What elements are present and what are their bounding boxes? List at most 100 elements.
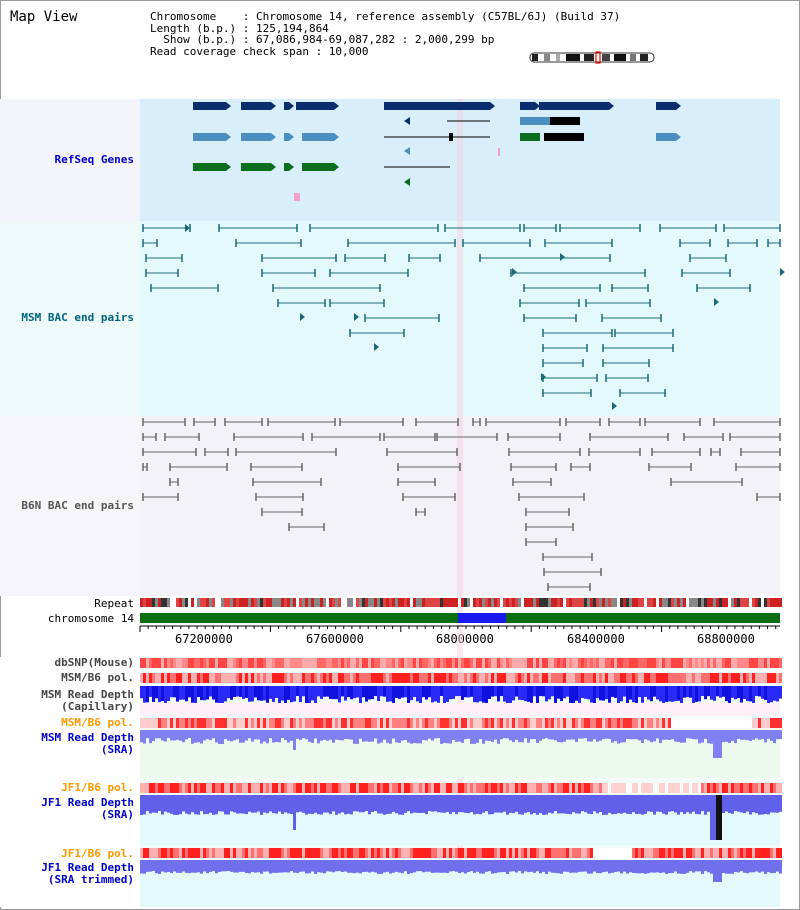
- dbsnp-cell: [527, 658, 530, 668]
- jf1-pol-cell: [440, 783, 443, 793]
- dbsnp-cell: [455, 658, 458, 668]
- jf1-trim-bar: [569, 860, 572, 873]
- dbsnp-cell: [290, 658, 293, 668]
- msm-pol2-cell: [620, 718, 623, 728]
- msm-pol-cell: [698, 673, 701, 683]
- msm-pol-cell: [719, 673, 722, 683]
- dbsnp-cell: [689, 658, 692, 668]
- jf1-pol2-cell: [647, 848, 650, 858]
- dbsnp-cell: [494, 658, 497, 668]
- jf1-trim-bar: [761, 860, 764, 872]
- jf1-pol-cell: [446, 783, 449, 793]
- msm-sra-bar: [359, 730, 362, 739]
- msm-pol-cell: [692, 673, 695, 683]
- repeat-block: [449, 598, 452, 607]
- repeat-block: [482, 598, 485, 607]
- msm-sra-bar: [302, 730, 305, 739]
- jf1-trim-bar: [560, 860, 563, 874]
- jf1-sra-bar: [617, 795, 620, 814]
- jf1-trim-bar: [386, 860, 389, 872]
- jf1-sra-bar: [398, 795, 401, 815]
- msm-pol2-cell: [767, 718, 770, 728]
- jf1-sra-bar: [713, 795, 716, 840]
- jf1-trim-bar: [773, 860, 776, 874]
- jf1-pol-cell: [422, 783, 425, 793]
- repeat-block: [689, 598, 692, 607]
- msm-pol2-cell: [317, 718, 320, 728]
- gene-arrow: [404, 147, 410, 155]
- repeat-block: [641, 598, 644, 607]
- msm-depth-bar: [548, 686, 551, 700]
- repeat-block: [260, 598, 263, 607]
- jf1-pol-cell: [734, 783, 737, 793]
- msm-pol-cell: [305, 673, 308, 683]
- repeat-block: [377, 598, 380, 607]
- repeat-block: [140, 598, 143, 607]
- msm-sra-bar: [308, 730, 311, 742]
- msm-pol-cell: [521, 673, 524, 683]
- jf1-sra-bar: [251, 795, 254, 813]
- repeat-block: [731, 598, 734, 607]
- msm-pol2-cell: [584, 718, 587, 728]
- msm-sra-bar: [248, 730, 251, 739]
- msm-pol2-cell: [677, 718, 680, 728]
- jf1-sra-bar: [743, 795, 746, 814]
- msm-depth-bar: [182, 686, 185, 700]
- jf1-pol2-cell: [446, 848, 449, 858]
- jf1-pol2-cell: [461, 848, 464, 858]
- dbsnp-cell: [560, 658, 563, 668]
- jf1-pol2-cell: [407, 848, 410, 858]
- msm-pol-cell: [779, 673, 782, 683]
- repeat-block: [491, 598, 494, 607]
- jf1-sra-bar: [560, 795, 563, 814]
- repeat-block: [374, 598, 377, 607]
- jf1-pol-cell: [248, 783, 251, 793]
- jf1-sra-bar: [164, 795, 167, 812]
- dbsnp-cell: [194, 658, 197, 668]
- msm-pol-cell: [695, 673, 698, 683]
- jf1-pol-cell: [401, 783, 404, 793]
- msm-pol-cell: [314, 673, 317, 683]
- msm-sra-bar: [284, 730, 287, 741]
- repeat-block: [575, 598, 578, 607]
- jf1-pol-cell: [281, 783, 284, 793]
- msm-sra-bar: [707, 730, 710, 744]
- jf1-trim-bar: [677, 860, 680, 874]
- jf1-sra-bar: [527, 795, 530, 813]
- msm-depth-bar: [746, 686, 749, 702]
- msm-pol-cell: [371, 673, 374, 683]
- jf1-trim-bar: [242, 860, 245, 872]
- jf1-sra-bar: [416, 795, 419, 813]
- msm-sra-bar: [227, 730, 230, 741]
- msm-depth-bar: [161, 686, 164, 702]
- jf1-pol-cell: [155, 783, 158, 793]
- msm-pol2-cell: [659, 718, 662, 728]
- repeat-block: [695, 598, 698, 607]
- jf1-pol2-cell: [659, 848, 662, 858]
- msm-depth-bar: [704, 686, 707, 700]
- msm-sra-bar: [449, 730, 452, 744]
- repeat-block: [371, 598, 374, 607]
- jf1-pol2-cell: [581, 848, 584, 858]
- msm-pol-cell: [389, 673, 392, 683]
- jf1-sra-bar: [749, 795, 752, 815]
- dbsnp-cell: [479, 658, 482, 668]
- msm-pol-cell: [701, 673, 704, 683]
- jf1-pol2-cell: [275, 848, 278, 858]
- jf1-pol-cell: [461, 783, 464, 793]
- msm-pol-cell: [443, 673, 446, 683]
- jf1-sra-bar: [176, 795, 179, 815]
- repeat-block: [254, 598, 257, 607]
- jf1-pol2-cell: [692, 848, 695, 858]
- repeat-block: [287, 598, 290, 607]
- msm-depth-bar: [221, 686, 224, 704]
- jf1-trim-bar: [188, 860, 191, 874]
- dbsnp-cell: [167, 658, 170, 668]
- jf1-trim-bar: [359, 860, 362, 874]
- msm-pol-cell: [575, 673, 578, 683]
- jf1-trim-bar: [179, 860, 182, 873]
- msm-depth-bar: [422, 686, 425, 698]
- dbsnp-cell: [356, 658, 359, 668]
- msm-pol2-cell: [269, 718, 272, 728]
- chromosome-ideogram[interactable]: [529, 51, 655, 64]
